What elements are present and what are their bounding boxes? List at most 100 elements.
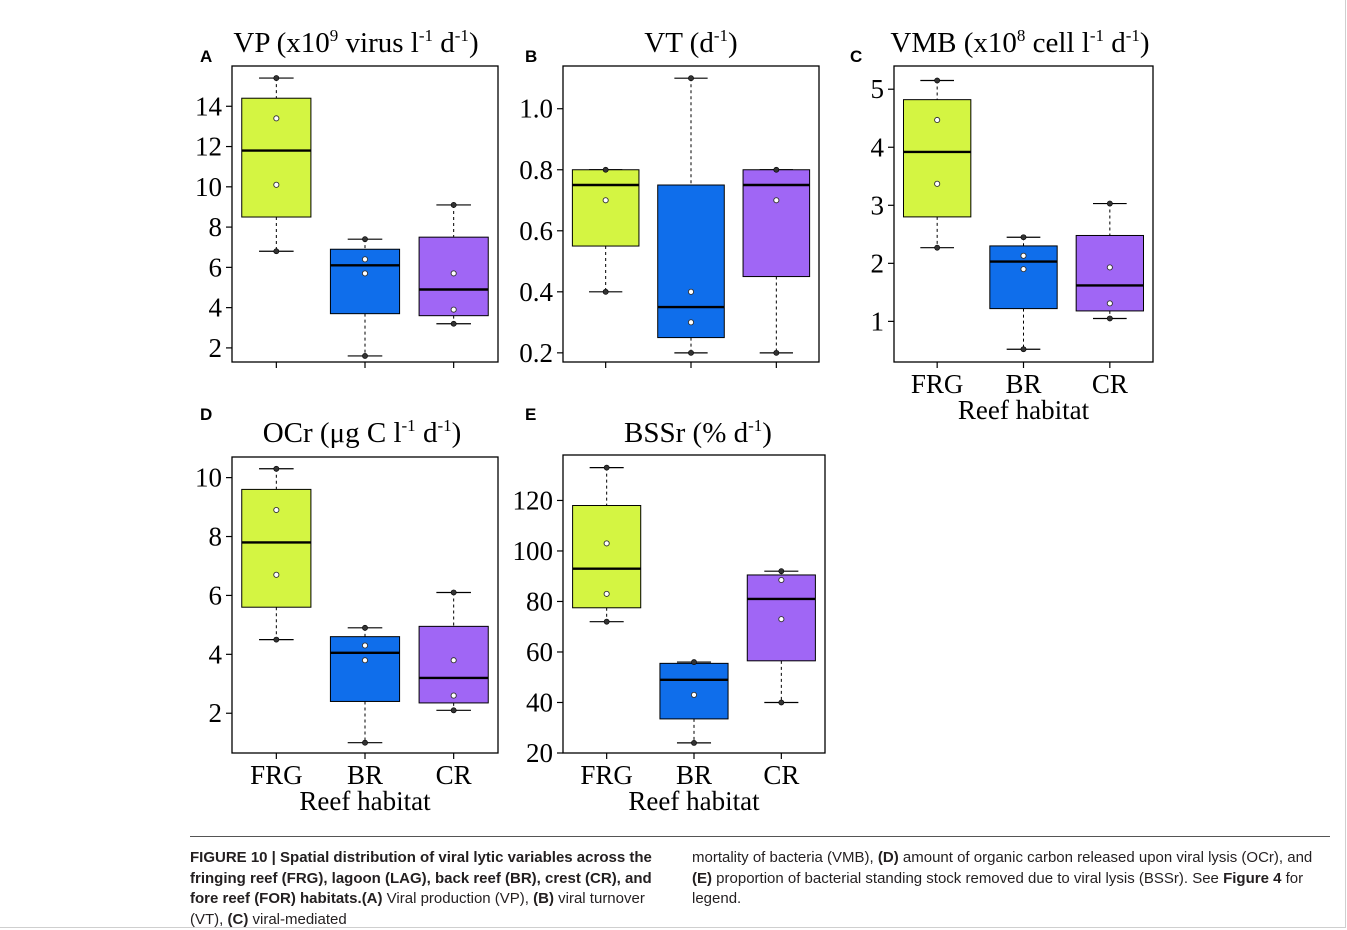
caption-e-text: proportion of bacterial standing stock r… [712, 869, 1224, 887]
data-point [273, 571, 280, 578]
data-point [450, 657, 457, 664]
y-tick-label: 10 [195, 172, 222, 202]
panel-title: BSSr (% d-1) [624, 416, 772, 449]
caption-a-label: (A) [361, 890, 383, 907]
x-axis-label: Reef habitat [958, 395, 1090, 425]
caption-divider [190, 836, 1330, 837]
data-point [361, 256, 369, 263]
panel-c: C VMB (x108 cell l-1 d-1) 1 2 3 4 5 FRG BR CRReef… [850, 26, 1154, 425]
data-point [450, 270, 457, 277]
box-cr [742, 166, 811, 356]
y-tick-label: 6 [209, 252, 223, 282]
point-min [1020, 346, 1027, 353]
y-tick-label: 2 [871, 248, 885, 278]
x-tick-label-br: BR [347, 760, 383, 790]
box-cr [746, 568, 816, 706]
y-tick-label: 14 [195, 91, 223, 121]
y-tick-label: 0.2 [519, 338, 553, 368]
data-point [603, 540, 610, 547]
data-point [687, 319, 695, 326]
caption-b-label: (B) [533, 890, 554, 907]
point-min [273, 248, 280, 255]
box-cr [1075, 200, 1145, 322]
box-br [329, 624, 401, 746]
y-tick-label: 10 [195, 463, 222, 493]
point-max [688, 75, 694, 82]
point-min [1106, 315, 1113, 322]
panel-a: A VP (x109 virus l-1 d-1) 2 4 6 8 10 12 14 [195, 26, 499, 368]
y-tick-label: 2 [209, 333, 223, 363]
point-min [778, 699, 785, 706]
box-frg [241, 75, 312, 255]
data-point [1106, 300, 1113, 307]
point-max [773, 166, 780, 173]
caption-e-label: (E) [692, 869, 712, 887]
panel-title: VMB (x108 cell l-1 d-1) [890, 26, 1149, 59]
data-point [773, 197, 780, 204]
point-min [603, 618, 610, 625]
y-tick-label: 120 [513, 485, 554, 515]
data-point [687, 288, 695, 295]
box-br [657, 75, 725, 356]
x-tick-label-cr: CR [763, 760, 799, 790]
y-tick-label: 4 [209, 639, 223, 669]
point-max [362, 236, 368, 243]
caption-a-text: Viral production (VP), [382, 890, 534, 907]
caption-c-text-rest: mortality of bacteria (VMB), [692, 849, 878, 866]
panel-label-a: A [200, 47, 212, 66]
data-point [450, 306, 457, 313]
y-tick-label: 0.8 [519, 155, 553, 185]
x-tick-label-frg: FRG [580, 760, 633, 790]
caption-d-text: amount of organic carbon released upon v… [898, 849, 1313, 866]
point-min [773, 349, 780, 356]
box-iqr [572, 505, 642, 609]
y-tick-label: 0.6 [519, 216, 553, 246]
caption-c-text-start: viral-mediated [248, 910, 347, 928]
box-br [989, 234, 1058, 353]
caption-figure-ref[interactable]: Figure 4 [1223, 869, 1282, 887]
caption-title: FIGURE 10 | Spatial distribution of vira… [190, 849, 652, 907]
box-iqr [657, 184, 725, 339]
y-tick-label: 2 [209, 698, 223, 728]
box-cr [418, 202, 489, 327]
point-min [450, 707, 457, 714]
data-point [361, 270, 369, 277]
data-point [934, 180, 941, 187]
point-max [450, 589, 457, 596]
y-tick-label: 3 [871, 190, 885, 220]
caption-b-text: viral turnover (VT), [190, 890, 645, 928]
caption-c-label: (C) [227, 910, 249, 928]
point-min [273, 636, 280, 643]
x-tick-label-br: BR [676, 760, 712, 790]
y-tick-label: 8 [209, 522, 223, 552]
data-point [1020, 266, 1027, 273]
point-max [691, 659, 697, 665]
caption-end: for legend. [692, 869, 1304, 908]
box-iqr [1075, 234, 1145, 312]
box-cr [418, 589, 489, 714]
figure-caption-right: mortality of bacteria (VMB), (D) amount … [692, 848, 1332, 910]
y-tick-label: 1.0 [519, 94, 553, 124]
point-min [688, 349, 694, 356]
point-max [1020, 234, 1027, 241]
data-point [450, 692, 457, 699]
box-iqr [989, 245, 1058, 310]
point-min [362, 353, 368, 359]
x-tick-label-cr: CR [1092, 369, 1128, 399]
x-tick-label-br: BR [1005, 369, 1041, 399]
x-tick-label-frg: FRG [250, 760, 303, 790]
panel-label-e: E [525, 405, 536, 424]
data-point [934, 116, 941, 124]
point-min [691, 739, 697, 746]
panel-title: VP (x109 virus l-1 d-1) [233, 26, 478, 59]
data-point [603, 590, 610, 597]
x-tick-label-frg: FRG [911, 369, 964, 399]
data-point [778, 576, 785, 584]
y-tick-label: 1 [871, 306, 885, 336]
box-frg [572, 464, 642, 625]
point-min [602, 288, 609, 295]
point-min [450, 320, 457, 327]
panel-title: VT (d-1) [644, 26, 737, 59]
